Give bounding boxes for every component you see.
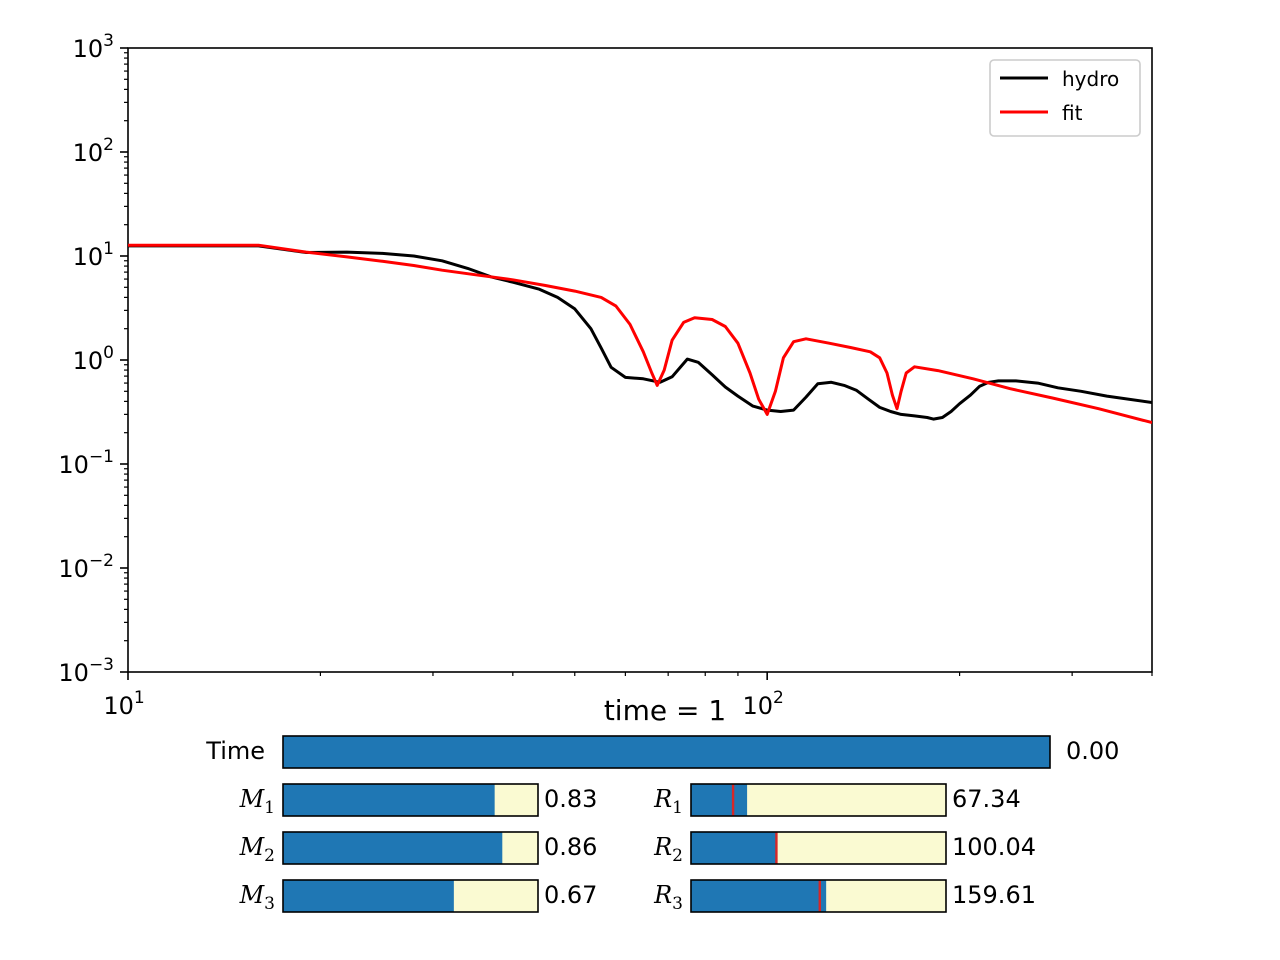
radius-slider-border xyxy=(690,831,947,865)
mass-slider-label: M2 xyxy=(239,833,275,866)
radius-slider-3[interactable]: R3 159.61 xyxy=(653,879,1036,914)
major-ticks: 10−3 10−2 10−1 100 101 102 103 101 102 xyxy=(58,31,783,720)
y-tick-label: 101 xyxy=(73,239,114,271)
y-tick-label: 10−2 xyxy=(58,551,114,583)
series-layer xyxy=(128,243,1152,425)
mass-slider-3[interactable]: M3 0.67 xyxy=(239,879,598,914)
mass-sliders: M1 0.83 M2 0.86 M3 0.67 xyxy=(239,783,598,914)
plot-frame xyxy=(127,47,1153,673)
mass-slider-1[interactable]: M1 0.83 xyxy=(239,783,598,818)
y-tick-label: 100 xyxy=(73,343,114,375)
radius-slider-border xyxy=(690,783,947,817)
x-tick-label: 101 xyxy=(103,688,144,720)
time-slider-label: Time xyxy=(205,737,265,765)
y-tick-label: 103 xyxy=(73,31,114,63)
radius-slider-label: R1 xyxy=(653,785,683,818)
legend-label-fit: fit xyxy=(1062,101,1083,125)
radius-slider-border xyxy=(690,879,947,913)
y-tick-label: 10−3 xyxy=(58,655,114,687)
series-line-fit xyxy=(128,243,1152,425)
mass-slider-value: 0.86 xyxy=(544,833,597,861)
mass-slider-fill[interactable] xyxy=(283,832,503,864)
mass-slider-border xyxy=(282,879,539,913)
mass-slider-fill[interactable] xyxy=(283,784,495,816)
radius-slider-2[interactable]: R2 100.04 xyxy=(653,831,1036,866)
radius-slider-label: R3 xyxy=(653,881,683,914)
radius-slider-value: 159.61 xyxy=(952,881,1036,909)
radius-slider-value: 67.34 xyxy=(952,785,1021,813)
radius-sliders: R1 67.34 R2 100.04 R3 159.61 xyxy=(653,783,1036,914)
time-slider-fill[interactable] xyxy=(283,736,1050,768)
mass-slider-border xyxy=(282,783,539,817)
mass-slider-border xyxy=(282,831,539,865)
legend-label-hydro: hydro xyxy=(1062,67,1119,91)
radius-slider-fill[interactable] xyxy=(691,784,748,816)
series-line-hydro xyxy=(128,244,1152,421)
x-tick-label: 102 xyxy=(742,688,783,720)
minor-ticks xyxy=(124,52,1153,676)
slider-panel: Time 0.00 M1 0.83 M2 0.86 M3 0.67 R1 67.34 R2 10… xyxy=(205,735,1119,914)
mass-slider-label: M1 xyxy=(239,785,275,818)
time-slider-border xyxy=(282,735,1051,769)
radius-slider-1[interactable]: R1 67.34 xyxy=(653,783,1021,818)
y-tick-label: 102 xyxy=(73,135,114,167)
radius-slider-fill[interactable] xyxy=(691,832,777,864)
chart-title: time = 1 xyxy=(604,694,726,727)
radius-slider-label: R2 xyxy=(653,833,683,866)
mass-slider-label: M3 xyxy=(239,881,275,914)
time-slider-value: 0.00 xyxy=(1066,737,1119,765)
legend: hydro fit xyxy=(989,59,1141,137)
radius-slider-fill[interactable] xyxy=(691,880,827,912)
mass-slider-fill[interactable] xyxy=(283,880,454,912)
plot-area: 10−3 10−2 10−1 100 101 102 103 101 102 hydro fit xyxy=(58,31,1153,720)
y-tick-label: 10−1 xyxy=(58,447,114,479)
radius-slider-value: 100.04 xyxy=(952,833,1036,861)
time-slider[interactable]: Time 0.00 xyxy=(205,735,1119,769)
mass-slider-value: 0.67 xyxy=(544,881,597,909)
mass-slider-value: 0.83 xyxy=(544,785,597,813)
mass-slider-2[interactable]: M2 0.86 xyxy=(239,831,598,866)
